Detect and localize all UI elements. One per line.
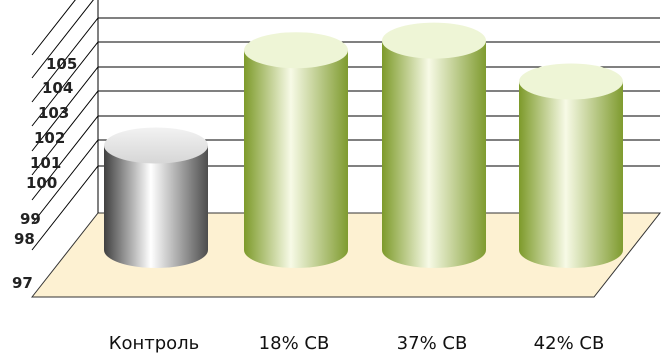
y-tick-label: 100 xyxy=(26,174,57,192)
bar-body xyxy=(519,81,623,268)
y-tick-label: 98 xyxy=(14,230,35,248)
bar-body xyxy=(244,50,348,269)
y-tick-label: 105 xyxy=(46,55,77,73)
x-axis-labels: Контроль 18% СВ 37% СВ 42% СВ xyxy=(109,333,605,354)
y-tick-label: 104 xyxy=(42,79,73,97)
y-tick-label: 101 xyxy=(30,154,61,172)
bar xyxy=(519,63,623,268)
bars xyxy=(104,22,623,269)
x-category-label: 18% СВ xyxy=(259,333,330,354)
bar xyxy=(104,127,208,268)
bar-top xyxy=(244,32,348,69)
x-category-label: Контроль xyxy=(109,333,200,354)
y-tick-label: 99 xyxy=(20,210,41,228)
x-category-label: 42% СВ xyxy=(534,333,605,354)
bar-top xyxy=(104,127,208,164)
bar-top xyxy=(519,63,623,100)
grid-line xyxy=(31,0,76,56)
bar-body xyxy=(104,145,208,268)
bar-top xyxy=(382,22,486,59)
y-axis-ticks: 97 98 99 100 101 102 103 104 105 xyxy=(12,55,77,292)
bar-body xyxy=(382,40,486,268)
y-tick-label: 103 xyxy=(38,104,69,122)
x-category-label: 37% СВ xyxy=(397,333,468,354)
grid-line xyxy=(31,0,94,79)
bar xyxy=(382,22,486,268)
y-tick-label: 97 xyxy=(12,274,33,292)
y-tick-label: 102 xyxy=(34,129,65,147)
bar xyxy=(244,32,348,269)
